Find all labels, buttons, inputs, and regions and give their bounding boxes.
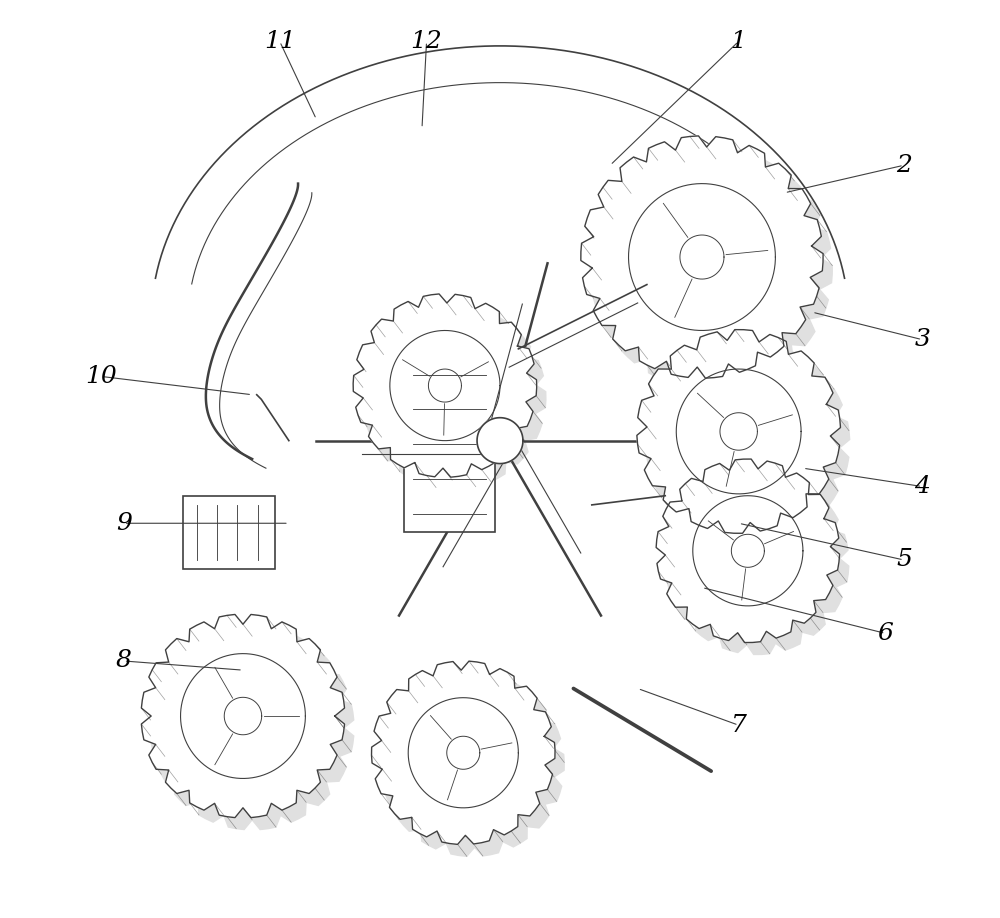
Polygon shape	[590, 148, 832, 390]
Polygon shape	[581, 136, 823, 378]
Polygon shape	[646, 341, 850, 545]
Polygon shape	[656, 459, 840, 643]
Bar	[404, 330, 495, 532]
Bar	[183, 496, 275, 569]
Text: 6: 6	[878, 621, 893, 645]
Text: 12: 12	[411, 29, 442, 53]
Text: 7: 7	[731, 713, 747, 737]
Polygon shape	[353, 294, 537, 477]
Text: 1: 1	[731, 29, 747, 53]
Polygon shape	[637, 330, 841, 533]
Polygon shape	[141, 614, 345, 818]
Text: 3: 3	[914, 328, 930, 352]
Text: 11: 11	[264, 29, 296, 53]
Text: 10: 10	[85, 364, 117, 388]
Polygon shape	[665, 471, 849, 655]
Text: 4: 4	[914, 475, 930, 498]
Polygon shape	[151, 626, 354, 830]
Text: 2: 2	[896, 153, 912, 177]
Text: 5: 5	[896, 548, 912, 572]
Polygon shape	[362, 306, 546, 489]
Text: 8: 8	[116, 649, 132, 673]
Polygon shape	[381, 673, 564, 856]
Polygon shape	[372, 661, 555, 845]
Polygon shape	[477, 418, 523, 464]
Text: 9: 9	[116, 511, 132, 535]
